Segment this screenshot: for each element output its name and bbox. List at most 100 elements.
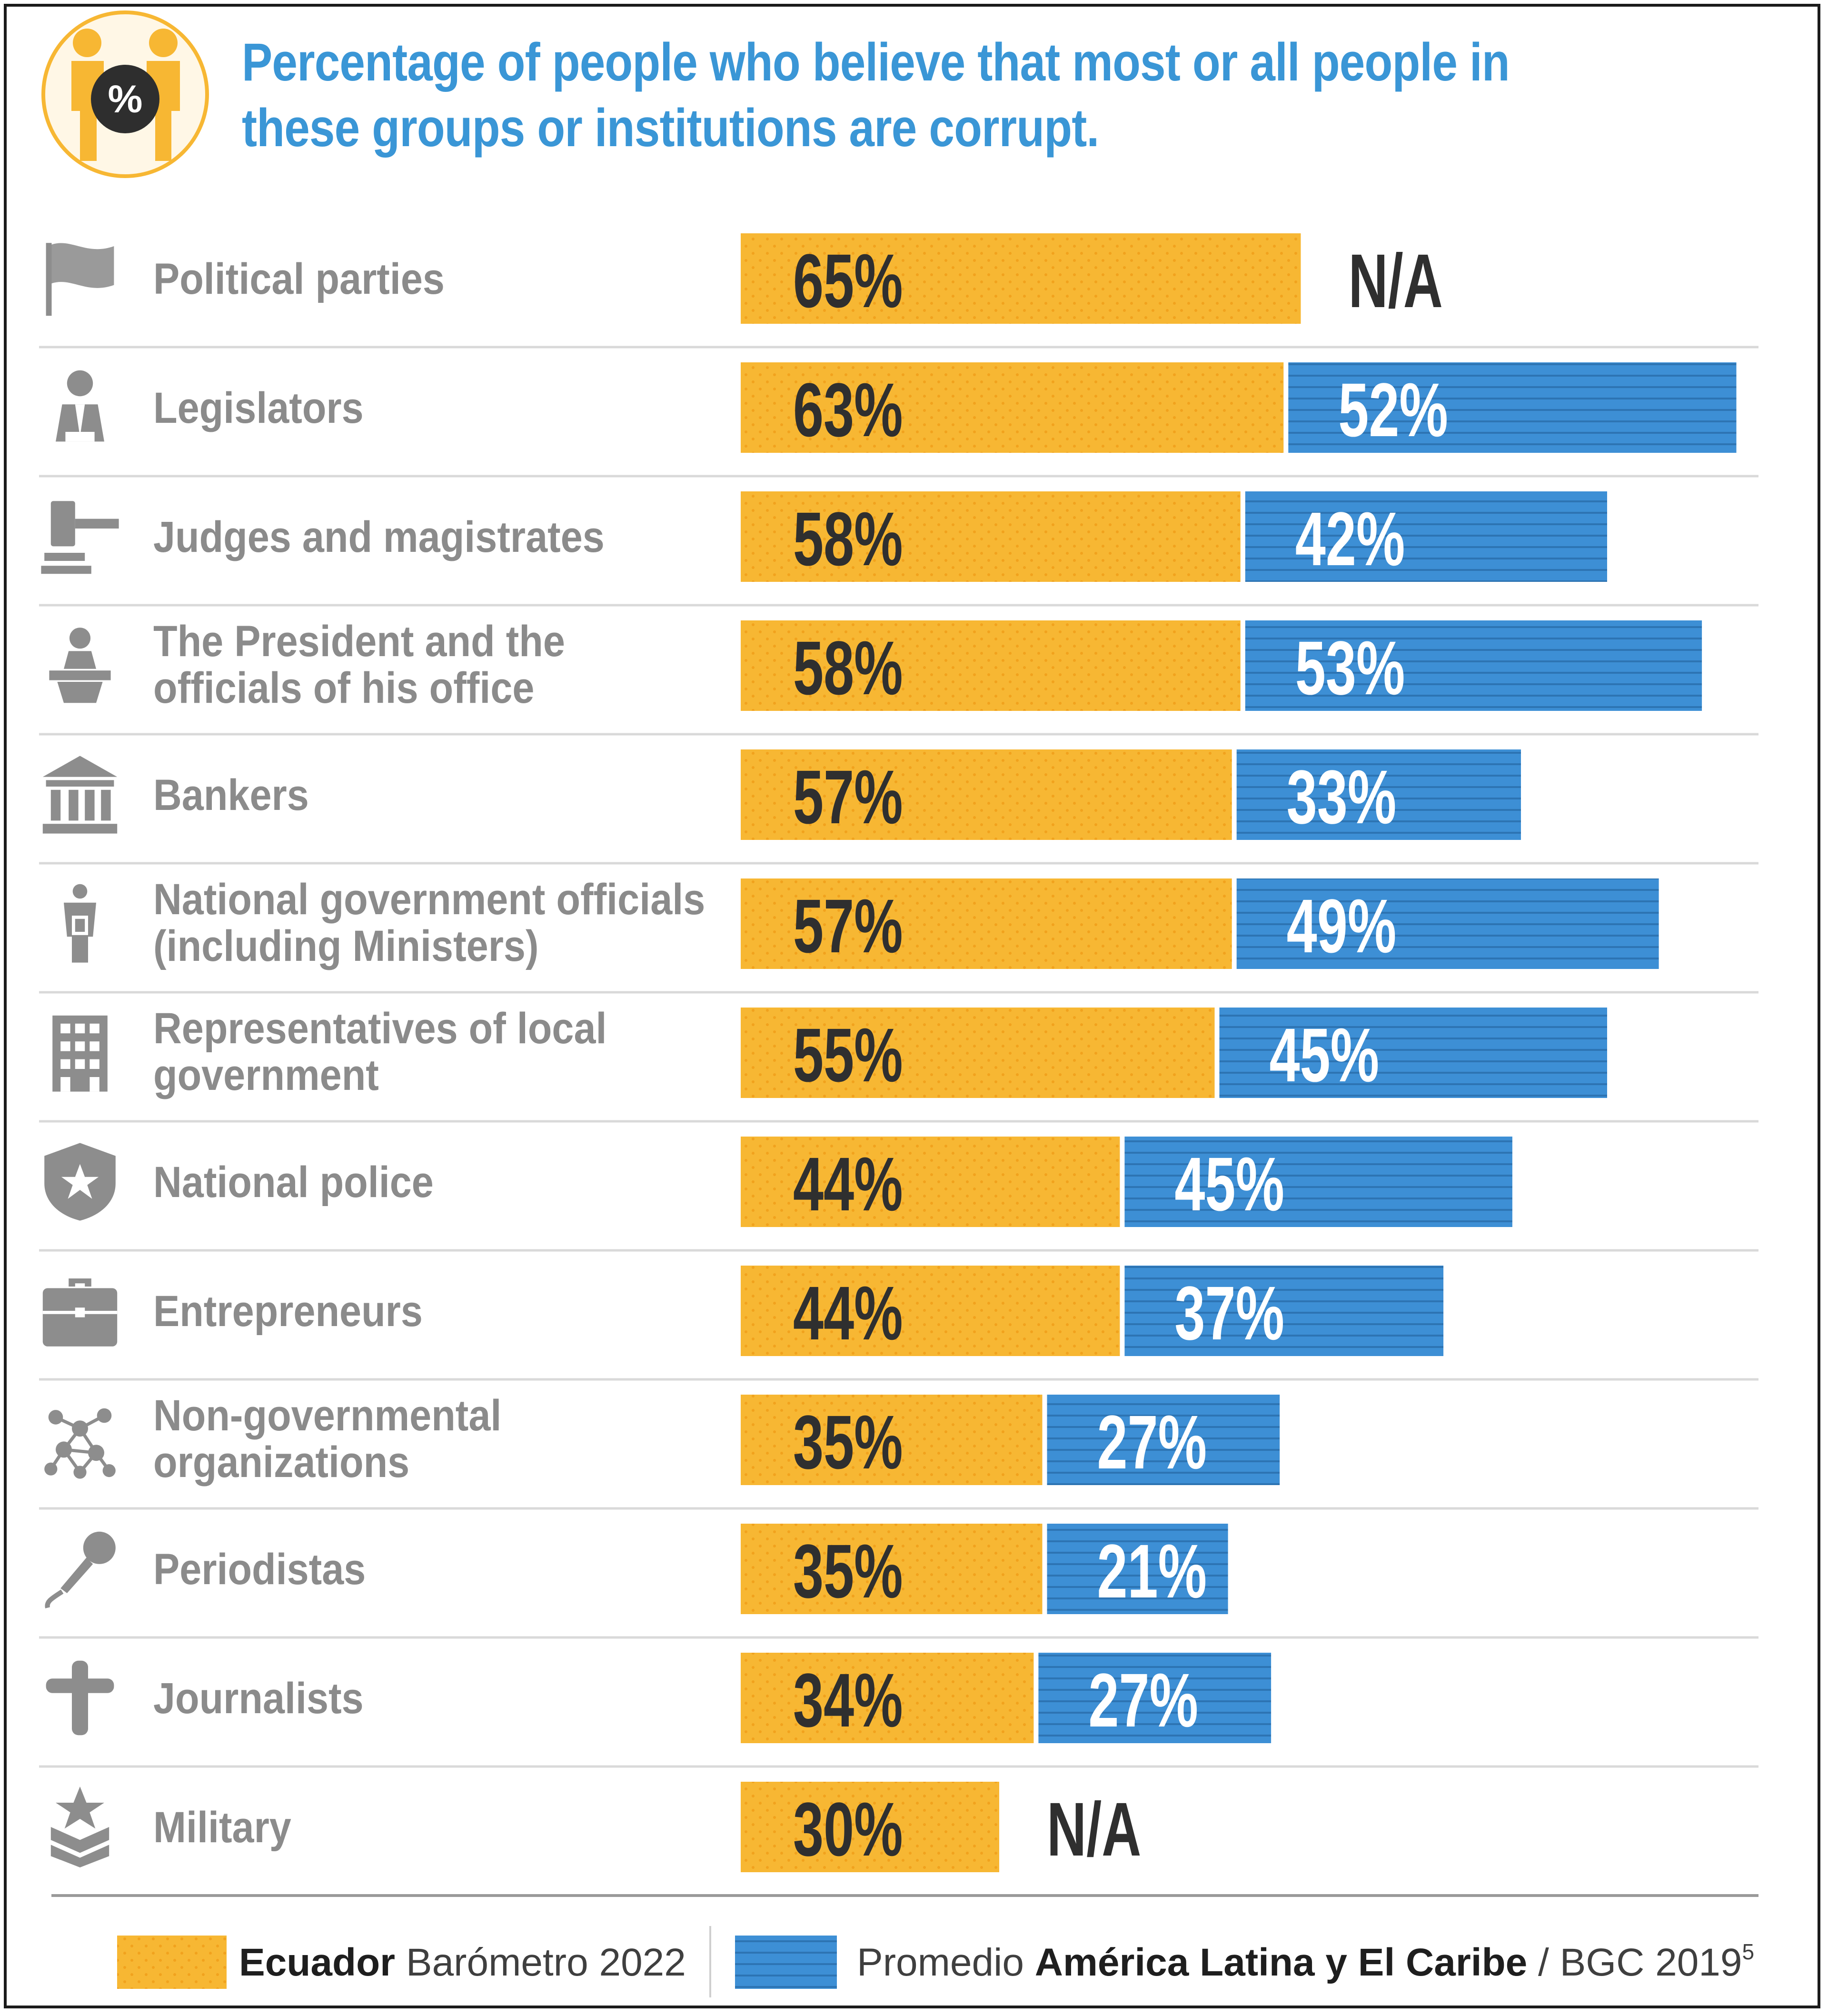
category-label: Legislators	[153, 383, 364, 432]
value-label-ecuador: 63%	[793, 367, 903, 452]
category-label: Bankers	[153, 770, 309, 819]
bar-ecuador	[741, 1524, 1043, 1614]
bar-ecuador	[741, 749, 1232, 840]
bar-ecuador	[741, 1782, 999, 1872]
podium-icon	[49, 628, 111, 703]
chart-row: National government officials(including …	[39, 875, 1758, 994]
bar-latam	[1236, 749, 1521, 840]
chart-row: Bankers 57% 33%	[39, 749, 1758, 865]
people-percent-icon: %	[37, 9, 213, 180]
value-label-ecuador: 58%	[793, 625, 903, 710]
briefcase-icon	[42, 1278, 118, 1347]
value-label-latam: 27%	[1088, 1657, 1198, 1743]
value-label-ecuador: 58%	[793, 496, 903, 581]
bar-latam	[1219, 1008, 1607, 1098]
bar-ecuador	[741, 1653, 1034, 1743]
category-label: Journalists	[153, 1674, 364, 1723]
value-label-ecuador: 35%	[793, 1528, 903, 1614]
chart-row: Legislators 63% 52%	[39, 362, 1758, 478]
value-label-ecuador: 65%	[793, 238, 903, 323]
flag-icon	[46, 243, 114, 316]
bar-ecuador	[741, 1266, 1120, 1356]
chart-row: Entrepreneurs 44% 37%	[39, 1266, 1758, 1381]
bank-icon	[42, 756, 118, 834]
building-icon	[52, 1015, 108, 1092]
bar-latam	[1038, 1653, 1272, 1743]
category-label: Representatives of local	[153, 1004, 607, 1053]
chart-row: National police 44% 45%	[39, 1137, 1758, 1252]
value-label-latam: 21%	[1097, 1528, 1207, 1614]
bar-ecuador	[741, 1137, 1120, 1227]
value-label-ecuador: 44%	[793, 1141, 903, 1227]
microphone-icon	[47, 1532, 115, 1608]
legend-swatch-ecuador	[117, 1936, 227, 1989]
value-label-ecuador: 44%	[793, 1270, 903, 1356]
category-label: organizations	[153, 1437, 409, 1487]
network-icon	[44, 1408, 116, 1479]
value-label-latam: 45%	[1174, 1141, 1284, 1227]
category-label: Political parties	[153, 254, 445, 303]
chart-title: Percentage of people who believe that mo…	[242, 32, 1510, 158]
value-label-latam: 49%	[1287, 883, 1397, 968]
value-label-latam: 37%	[1174, 1270, 1284, 1356]
value-label-ecuador: 34%	[793, 1657, 903, 1743]
bar-latam	[1236, 878, 1659, 969]
category-label: Non-governmental	[153, 1391, 501, 1440]
category-label: National government officials	[153, 875, 705, 924]
chart-row: Military 30% N/A	[50, 1782, 1758, 1897]
legend-label-ecuador: Ecuador Barómetro 2022	[239, 1941, 686, 1984]
bar-latam	[1124, 1266, 1444, 1356]
bar-ecuador	[741, 878, 1232, 969]
category-label: Entrepreneurs	[153, 1287, 423, 1336]
legend-label-latam: Promedio América Latina y El Caribe / BG…	[857, 1939, 1754, 1984]
bar-ecuador	[741, 1395, 1043, 1485]
svg-text:%: %	[108, 78, 143, 121]
legislator-icon	[56, 370, 104, 442]
legend: Ecuador Barómetro 2022 Promedio América L…	[117, 1926, 1754, 1997]
value-label-latam: 53%	[1295, 625, 1405, 710]
bar-ecuador	[741, 233, 1301, 324]
chart-row: Judges and magistrates 58% 42%	[39, 491, 1758, 607]
bar-latam	[1047, 1395, 1280, 1485]
bar-ecuador	[741, 491, 1241, 582]
na-label: N/A	[1349, 238, 1443, 323]
category-label: Military	[153, 1803, 291, 1852]
category-label: National police	[153, 1158, 434, 1207]
chart-row: Journalists 34% 27%	[39, 1653, 1758, 1768]
gavel-icon	[41, 501, 119, 574]
legend-swatch-latam	[735, 1936, 837, 1989]
category-label: government	[153, 1050, 379, 1099]
value-label-ecuador: 35%	[793, 1399, 903, 1485]
value-label-ecuador: 55%	[793, 1012, 903, 1098]
official-icon	[64, 884, 96, 963]
bar-latam	[1245, 620, 1702, 711]
bar-latam	[1288, 362, 1737, 453]
na-label: N/A	[1047, 1786, 1141, 1872]
category-label: officials of his office	[153, 663, 534, 712]
value-label-latam: 45%	[1270, 1012, 1380, 1098]
value-label-latam: 33%	[1287, 754, 1397, 839]
category-label: Judges and magistrates	[153, 512, 605, 561]
category-label: (including Ministers)	[153, 921, 539, 970]
value-label-ecuador: 30%	[793, 1786, 903, 1872]
chart-row: Periodistas 35% 21%	[39, 1524, 1758, 1639]
category-label: Periodistas	[153, 1545, 366, 1594]
bar-ecuador	[741, 1008, 1215, 1098]
bar-latam	[1245, 491, 1607, 582]
category-label: The President and the	[153, 617, 565, 666]
bar-ecuador	[741, 620, 1241, 711]
bar-ecuador	[741, 362, 1284, 453]
value-label-ecuador: 57%	[793, 883, 903, 968]
bar-latam	[1047, 1524, 1228, 1614]
bar-latam	[1124, 1137, 1512, 1227]
value-label-latam: 27%	[1097, 1399, 1207, 1485]
value-label-latam: 52%	[1338, 367, 1448, 452]
police-badge-icon	[44, 1143, 116, 1221]
military-rank-icon	[50, 1786, 109, 1867]
value-label-ecuador: 57%	[793, 754, 903, 839]
value-label-latam: 42%	[1295, 496, 1405, 581]
